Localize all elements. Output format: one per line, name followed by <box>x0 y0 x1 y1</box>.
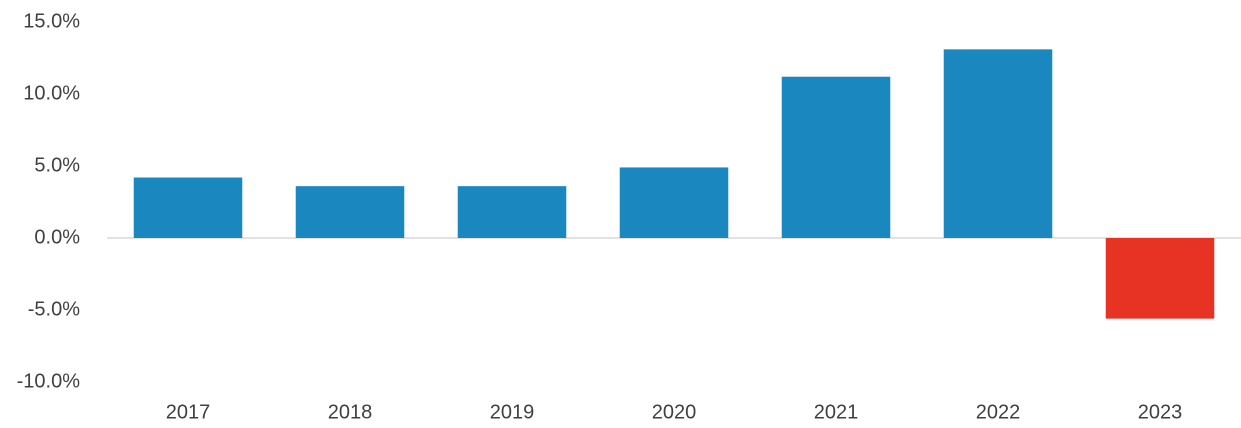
x-tick-label: 2017 <box>166 401 211 423</box>
bar <box>781 76 891 238</box>
x-tick-label: 2022 <box>976 401 1021 423</box>
y-tick-label: 15.0% <box>23 10 80 32</box>
y-tick-label: 5.0% <box>34 154 80 176</box>
bar <box>1105 238 1215 319</box>
x-tick-label: 2020 <box>652 401 697 423</box>
x-tick-label: 2023 <box>1138 401 1183 423</box>
x-tick-label: 2018 <box>328 401 373 423</box>
x-tick-label: 2019 <box>490 401 535 423</box>
bar <box>133 177 243 238</box>
y-tick-label: -10.0% <box>17 370 81 392</box>
y-tick-label: -5.0% <box>28 298 80 320</box>
bar <box>457 186 567 238</box>
bar <box>943 49 1053 238</box>
y-tick-label: 0.0% <box>34 226 80 248</box>
bar <box>295 186 405 238</box>
y-tick-label: 10.0% <box>23 82 80 104</box>
bar <box>619 167 729 238</box>
x-tick-label: 2021 <box>814 401 859 423</box>
